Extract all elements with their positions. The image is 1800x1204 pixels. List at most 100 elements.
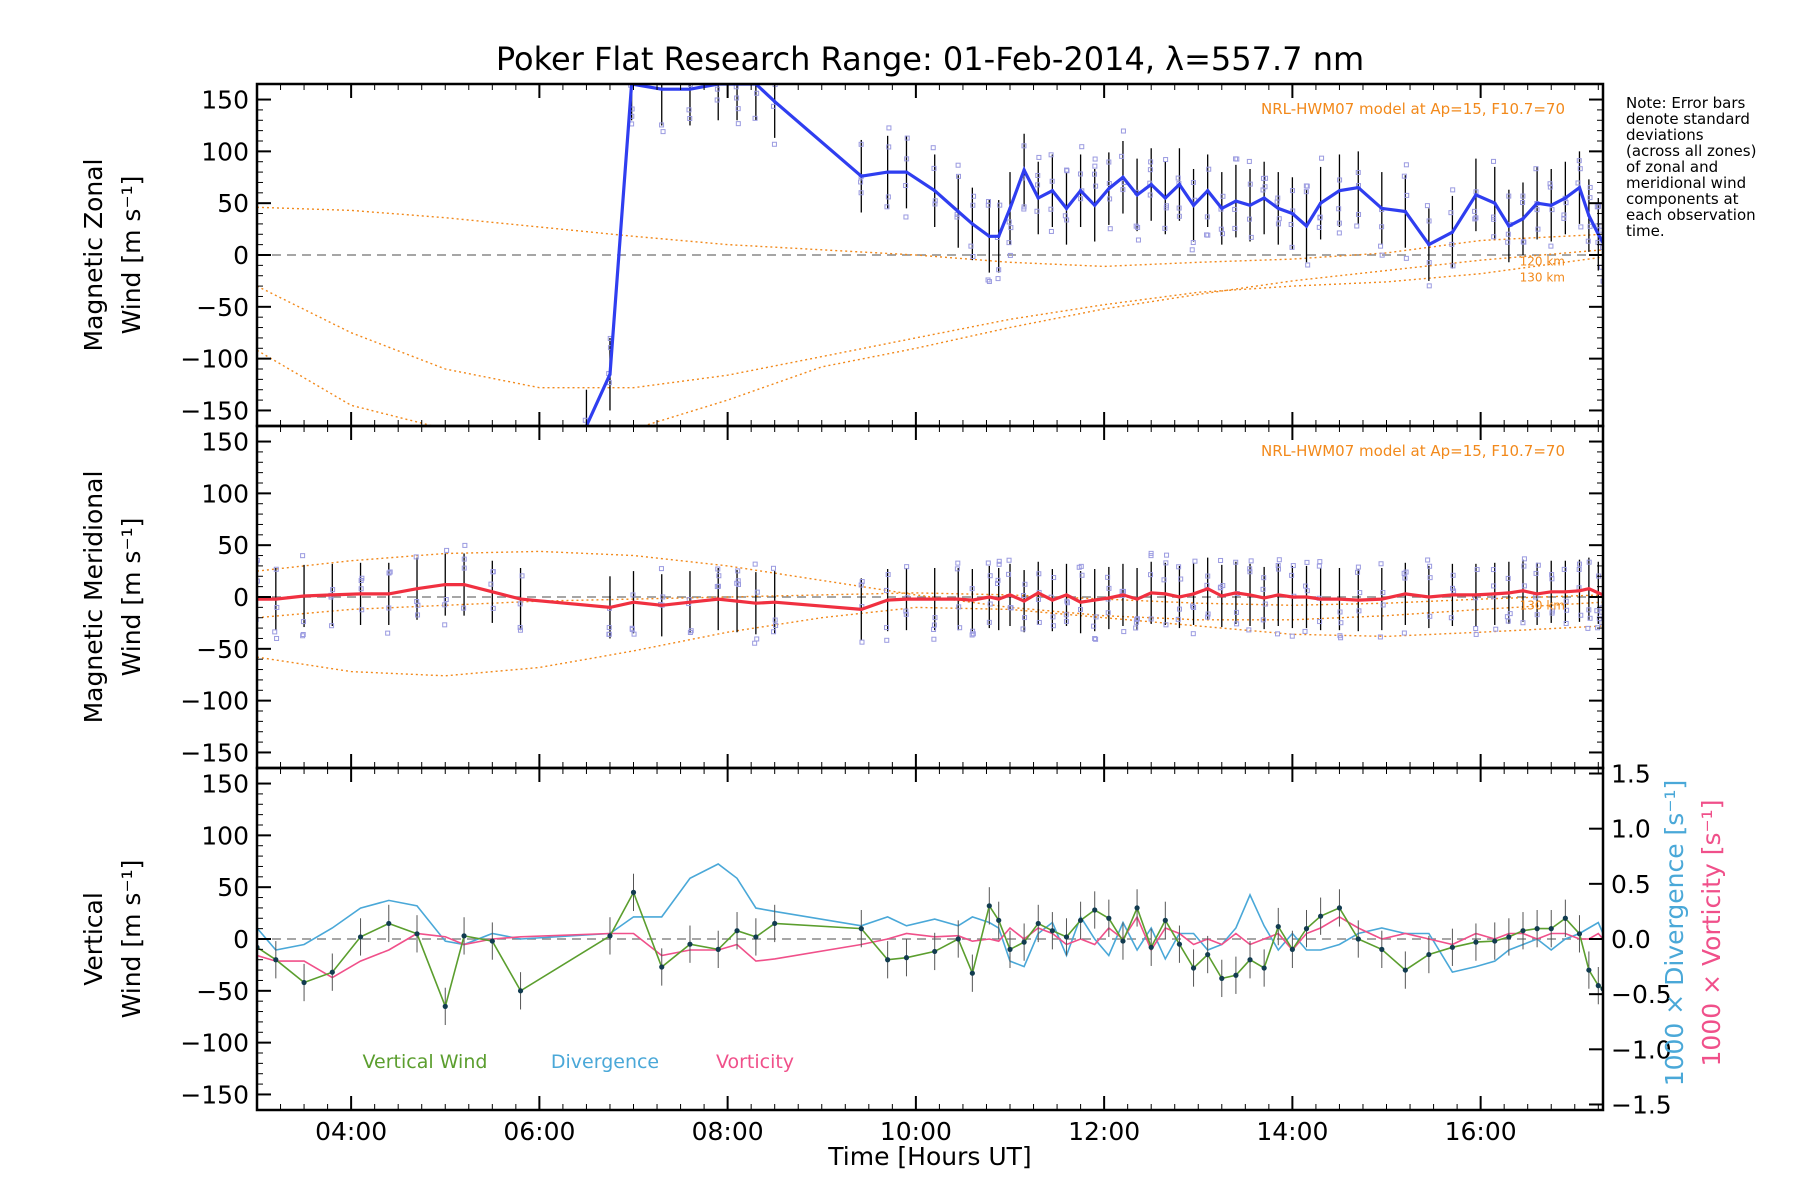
vertical-wind-point xyxy=(687,941,693,947)
scatter-point xyxy=(1246,627,1252,633)
scatter-point xyxy=(1276,216,1282,222)
scatter-point xyxy=(413,554,419,560)
meridional-point xyxy=(1380,597,1384,601)
scatter-point xyxy=(1426,218,1432,224)
vertical-wind-point xyxy=(1562,915,1568,921)
meridional-point xyxy=(956,597,960,601)
meridional-point xyxy=(1064,593,1069,597)
scatter-point xyxy=(1356,608,1362,614)
scatter-point xyxy=(1260,586,1266,592)
scatter-point xyxy=(1596,203,1602,209)
vertical-wind-point xyxy=(442,1003,448,1009)
scatter-point xyxy=(1576,561,1582,567)
scatter-point xyxy=(715,566,721,572)
scatter-point xyxy=(1427,563,1433,569)
scatter-point xyxy=(1163,157,1169,163)
scatter-point xyxy=(1563,200,1569,206)
zonal-point xyxy=(886,170,890,174)
scatter-point xyxy=(884,587,890,593)
scatter-point xyxy=(1162,225,1168,231)
scatter-point xyxy=(517,601,523,607)
scatter-point xyxy=(930,145,936,151)
vertical-wind-point xyxy=(607,933,613,939)
scatter-point xyxy=(415,612,421,618)
scatter-point xyxy=(1505,239,1511,245)
scatter-point xyxy=(1576,158,1582,164)
scatter-point xyxy=(1260,617,1266,623)
zonal-point xyxy=(660,87,664,91)
scatter-point xyxy=(985,202,991,208)
zonal-point xyxy=(1220,206,1224,210)
scatter-point xyxy=(903,183,909,189)
scatter-point xyxy=(1036,619,1042,625)
scatter-point xyxy=(1147,167,1153,173)
meridional-point xyxy=(1050,598,1054,602)
meridional-point xyxy=(518,597,523,601)
meridional-point xyxy=(302,594,306,598)
zonal-point xyxy=(970,222,974,226)
scatter-point xyxy=(1380,589,1386,595)
model-curve xyxy=(257,550,1603,621)
zonal-point xyxy=(956,209,960,214)
meridional-point xyxy=(1493,592,1497,596)
vertical-wind-point xyxy=(273,957,279,963)
scatter-point xyxy=(1493,626,1499,632)
meridional-point xyxy=(1587,587,1591,591)
meridional-point xyxy=(1427,595,1431,599)
note-line: of zonal and xyxy=(1626,158,1718,176)
scatter-point xyxy=(1316,224,1322,230)
scatter-point xyxy=(752,561,758,567)
zonal-point xyxy=(1064,206,1069,210)
legend-item: Divergence xyxy=(551,1051,659,1073)
zonal-point xyxy=(1493,201,1497,205)
scatter-point xyxy=(1133,625,1139,631)
scatter-point xyxy=(1063,618,1069,624)
scatter-point xyxy=(1190,631,1196,637)
scatter-point xyxy=(754,636,760,642)
vertical-wind-point xyxy=(357,934,364,940)
zonal-point xyxy=(904,170,909,174)
vertical-wind-point xyxy=(903,955,910,961)
note-line: meridional wind xyxy=(1626,174,1746,192)
x-tick-label: 10:00 xyxy=(880,1117,952,1146)
vertical-wind-point xyxy=(1106,915,1112,921)
vertical-wind-point xyxy=(996,917,1002,923)
y-tick-label: −50 xyxy=(196,635,249,664)
scatter-point xyxy=(1275,566,1281,572)
scatter-point xyxy=(1491,158,1497,164)
scatter-point xyxy=(274,635,280,641)
scatter-point xyxy=(1190,240,1196,246)
y-tick-label: 150 xyxy=(201,86,249,115)
scatter-point xyxy=(1163,203,1169,209)
scatter-point xyxy=(387,569,393,575)
scatter-point xyxy=(970,628,976,634)
scatter-point xyxy=(1561,566,1567,572)
scatter-point xyxy=(1133,223,1139,229)
scatter-point xyxy=(1427,575,1433,581)
scatter-point xyxy=(1337,609,1343,615)
scatter-point xyxy=(1473,631,1479,637)
scatter-point xyxy=(1401,630,1407,636)
scatter-point xyxy=(1450,572,1456,578)
scatter-point xyxy=(1064,598,1070,604)
x-tick-label: 14:00 xyxy=(1256,1117,1328,1146)
scatter-point xyxy=(932,615,938,621)
x-tick-label: 12:00 xyxy=(1068,1117,1140,1146)
scatter-point xyxy=(1316,563,1322,569)
scatter-point xyxy=(1161,577,1167,583)
scatter-point xyxy=(1189,247,1195,253)
scatter-point xyxy=(1401,173,1407,179)
vertical-wind-point xyxy=(1534,926,1540,932)
x-tick-label: 16:00 xyxy=(1445,1117,1517,1146)
y-tick-label: −150 xyxy=(180,396,249,425)
meridional-point xyxy=(1596,591,1600,595)
scatter-point xyxy=(1549,576,1555,582)
y-tick-label: −50 xyxy=(196,977,249,1006)
scatter-point xyxy=(358,577,364,583)
zonal-point xyxy=(1319,201,1323,205)
scatter-point xyxy=(1319,155,1325,161)
scatter-point xyxy=(985,560,991,566)
scatter-point xyxy=(1520,200,1526,206)
scatter-point xyxy=(904,564,910,570)
